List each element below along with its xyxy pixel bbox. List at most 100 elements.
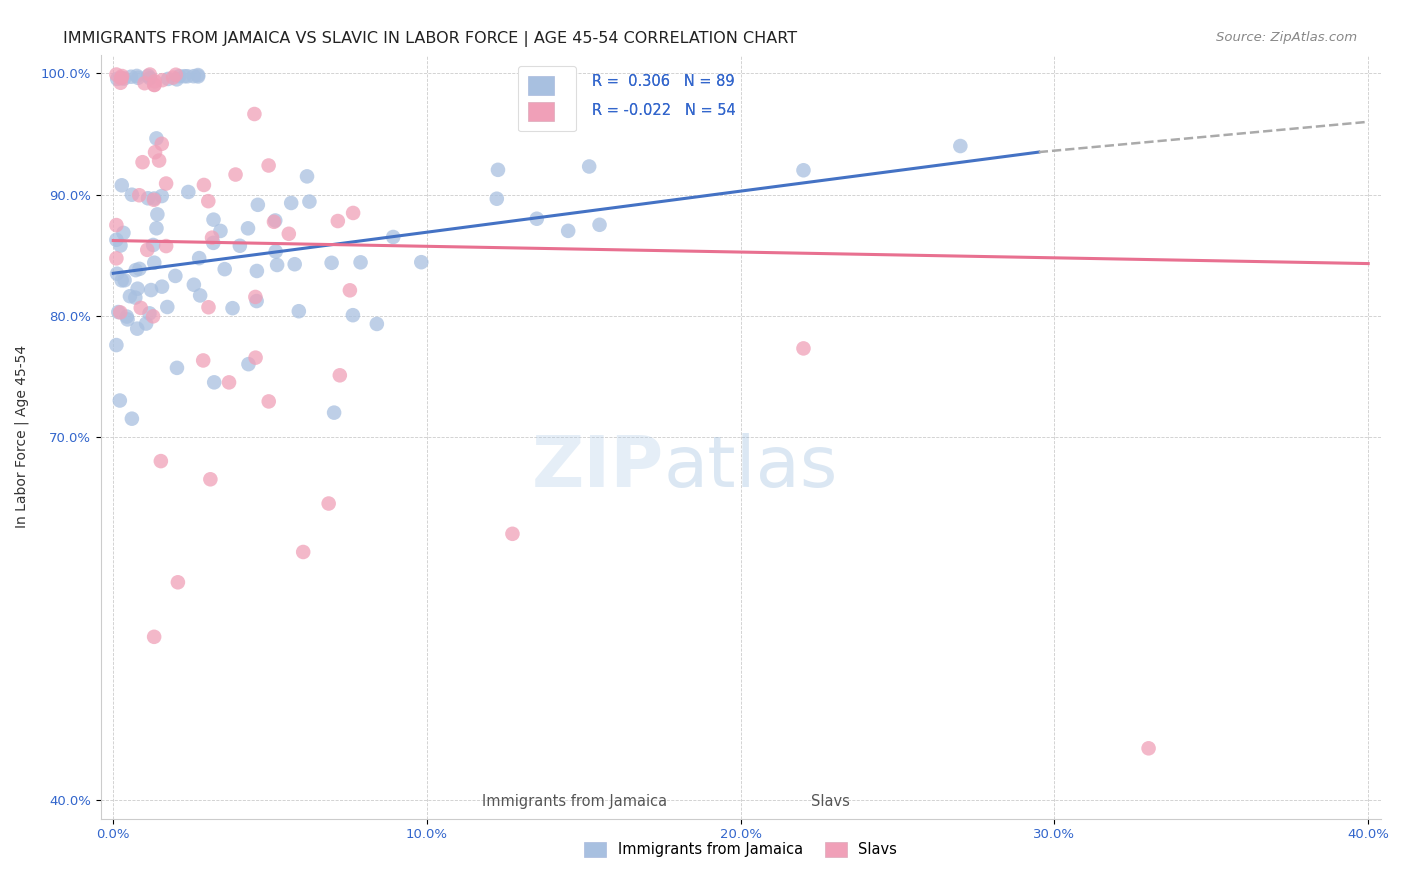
Point bbox=[176, 69, 198, 83]
Point bbox=[246, 294, 269, 309]
Point bbox=[245, 290, 267, 304]
Point bbox=[557, 224, 579, 238]
Text: ZIP: ZIP bbox=[531, 433, 664, 502]
Point bbox=[138, 306, 160, 320]
Point bbox=[188, 288, 211, 302]
Point bbox=[150, 136, 173, 151]
Point bbox=[257, 159, 280, 173]
Point bbox=[157, 71, 180, 86]
Point bbox=[295, 169, 318, 184]
Point bbox=[150, 73, 173, 87]
Point bbox=[148, 153, 170, 168]
Point bbox=[139, 283, 162, 297]
Text: R = -0.022   N = 54: R = -0.022 N = 54 bbox=[592, 103, 735, 118]
Point bbox=[501, 526, 523, 541]
Text: atlas: atlas bbox=[664, 433, 838, 502]
Point bbox=[145, 131, 167, 145]
Point bbox=[187, 70, 209, 84]
Text: Immigrants from Jamaica: Immigrants from Jamaica bbox=[482, 794, 666, 809]
Point bbox=[105, 218, 128, 232]
Text: R =  0.306   N = 89: R = 0.306 N = 89 bbox=[592, 74, 735, 89]
Point bbox=[221, 301, 243, 315]
Point bbox=[135, 317, 157, 331]
Point bbox=[264, 213, 287, 227]
Point bbox=[188, 251, 211, 265]
Point bbox=[284, 257, 307, 271]
Point bbox=[110, 70, 132, 85]
Point bbox=[111, 69, 134, 83]
Point bbox=[110, 71, 132, 86]
Point bbox=[193, 353, 215, 368]
Point bbox=[115, 310, 138, 324]
Point bbox=[125, 263, 148, 277]
Point bbox=[120, 70, 142, 84]
Point bbox=[129, 301, 152, 315]
Point bbox=[288, 304, 311, 318]
Point bbox=[202, 235, 225, 250]
Point bbox=[121, 187, 143, 202]
Point bbox=[292, 545, 315, 559]
Point bbox=[107, 305, 129, 319]
Point bbox=[128, 261, 150, 276]
Point bbox=[165, 268, 187, 283]
Point bbox=[243, 107, 266, 121]
Point bbox=[111, 178, 134, 193]
Point bbox=[105, 68, 128, 82]
Text: Source: ZipAtlas.com: Source: ZipAtlas.com bbox=[1216, 31, 1357, 45]
Point bbox=[202, 212, 225, 227]
Point bbox=[280, 196, 302, 211]
Point bbox=[183, 69, 205, 83]
Point bbox=[142, 193, 165, 207]
Point bbox=[187, 68, 209, 82]
Point bbox=[139, 68, 162, 82]
Point bbox=[246, 198, 269, 212]
Point bbox=[110, 76, 132, 90]
Point bbox=[111, 273, 134, 287]
Point bbox=[949, 139, 972, 153]
Text: R = -0.022   N = 54: R = -0.022 N = 54 bbox=[592, 103, 735, 118]
Point bbox=[323, 406, 346, 420]
Point bbox=[792, 342, 814, 356]
Point bbox=[127, 321, 149, 335]
Point bbox=[318, 496, 340, 510]
Point bbox=[127, 282, 149, 296]
Point bbox=[143, 630, 166, 644]
Point bbox=[150, 189, 173, 203]
Point bbox=[105, 71, 128, 86]
Point bbox=[1137, 741, 1160, 756]
Point bbox=[209, 224, 232, 238]
Point bbox=[142, 238, 165, 252]
Point bbox=[110, 238, 132, 252]
Point bbox=[321, 256, 343, 270]
Point bbox=[339, 283, 361, 297]
Point bbox=[264, 244, 287, 259]
Point bbox=[183, 277, 205, 292]
Point bbox=[277, 227, 299, 241]
Point bbox=[193, 178, 215, 192]
Point bbox=[143, 74, 166, 88]
Point bbox=[214, 262, 236, 277]
Point bbox=[127, 70, 149, 85]
Point bbox=[169, 69, 191, 83]
Point bbox=[263, 215, 285, 229]
Point bbox=[155, 239, 177, 253]
Point bbox=[177, 185, 200, 199]
Point bbox=[117, 312, 139, 326]
Point bbox=[167, 575, 190, 590]
Point bbox=[329, 368, 352, 383]
Point bbox=[105, 252, 128, 266]
Point bbox=[142, 310, 165, 324]
Point bbox=[366, 317, 388, 331]
Point bbox=[342, 308, 364, 322]
Point bbox=[146, 207, 169, 221]
Point bbox=[238, 357, 260, 371]
Point bbox=[131, 155, 153, 169]
Point bbox=[124, 291, 146, 305]
Point bbox=[588, 218, 610, 232]
Point bbox=[349, 255, 371, 269]
Point bbox=[166, 360, 188, 375]
Point bbox=[112, 71, 135, 86]
Point bbox=[173, 69, 195, 83]
Point bbox=[298, 194, 321, 209]
Point bbox=[155, 177, 177, 191]
